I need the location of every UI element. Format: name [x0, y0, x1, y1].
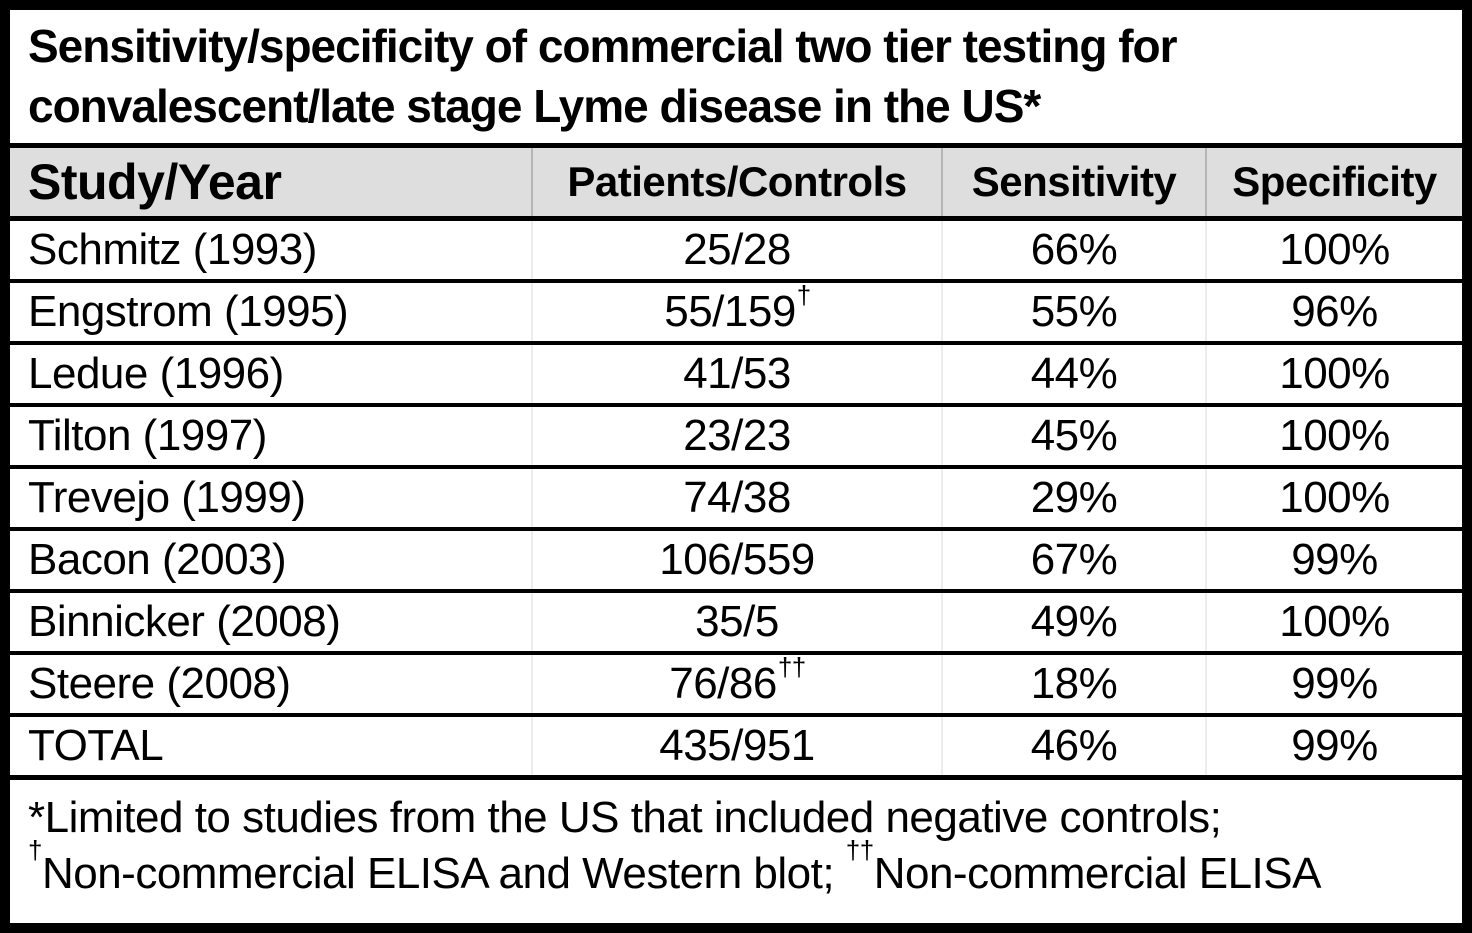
sensitivity-cell: 18%: [941, 655, 1205, 713]
specificity-cell: 100%: [1205, 345, 1462, 403]
specificity-cell: 99%: [1205, 531, 1462, 589]
specificity-cell: 96%: [1205, 283, 1462, 341]
study-cell: Binnicker (2008): [28, 597, 341, 646]
patients-controls-value: 25/28: [683, 225, 791, 274]
study-cell: Engstrom (1995): [28, 287, 349, 336]
table-header-row: Study/Year Patients/Controls Sensitivity…: [10, 148, 1462, 221]
dagger-symbol: †: [28, 834, 42, 865]
study-cell: Tilton (1997): [28, 411, 267, 460]
study-cell: TOTAL: [28, 721, 164, 770]
footnotes: *Limited to studies from the US that inc…: [10, 780, 1462, 923]
table-row-engstrom: Engstrom (1995) 55/159 † 55% 96%: [10, 282, 1462, 345]
patients-controls-value: 106/559: [659, 535, 815, 584]
study-cell: Steere (2008): [28, 659, 291, 708]
patients-controls-cell: 76/86 ††: [531, 654, 941, 713]
column-header-study-year: Study/Year: [28, 154, 282, 210]
study-cell: Trevejo (1999): [28, 473, 306, 522]
table-row-bacon: Bacon (2003) 106/559 67% 99%: [10, 531, 1462, 593]
specificity-cell: 100%: [1205, 593, 1462, 651]
patients-controls-value: 74/38: [683, 473, 791, 522]
footnote-line-2: †Non-commercial ELISA and Western blot; …: [28, 837, 1450, 902]
specificity-cell: 100%: [1205, 221, 1462, 279]
title-line-2: convalescent/late stage Lyme disease in …: [28, 79, 1041, 132]
footnote-line-2-text-2: Non-commercial ELISA: [873, 849, 1322, 899]
footnote-line-2-text-1: Non-commercial ELISA and Western blot;: [41, 849, 846, 899]
patients-controls-cell: 25/28: [531, 221, 941, 279]
table-row-schmitz: Schmitz (1993) 25/28 66% 100%: [10, 221, 1462, 283]
patients-controls-cell: 41/53: [531, 345, 941, 403]
specificity-cell: 99%: [1205, 717, 1462, 775]
column-header-specificity: Specificity: [1205, 148, 1462, 216]
sensitivity-cell: 67%: [941, 531, 1205, 589]
patients-controls-value: 35/5: [695, 597, 779, 646]
study-cell: Ledue (1996): [28, 349, 284, 398]
column-header-patients-controls: Patients/Controls: [531, 148, 941, 216]
sensitivity-cell: 45%: [941, 407, 1205, 465]
patients-controls-cell: 23/23: [531, 407, 941, 465]
sensitivity-cell: 66%: [941, 221, 1205, 279]
table-row-tilton: Tilton (1997) 23/23 45% 100%: [10, 407, 1462, 469]
study-cell: Bacon (2003): [28, 535, 287, 584]
table-row-ledue: Ledue (1996) 41/53 44% 100%: [10, 345, 1462, 407]
specificity-cell: 99%: [1205, 655, 1462, 713]
patients-controls-cell: 106/559: [531, 531, 941, 589]
patients-controls-cell: 435/951: [531, 717, 941, 775]
footnote-line-1: *Limited to studies from the US that inc…: [28, 793, 1222, 842]
sensitivity-cell: 55%: [941, 283, 1205, 341]
sensitivity-cell: 46%: [941, 717, 1205, 775]
specificity-cell: 100%: [1205, 407, 1462, 465]
table-body: Schmitz (1993) 25/28 66% 100% Engstrom (…: [10, 221, 1462, 780]
table-row-steere: Steere (2008) 76/86 †† 18% 99%: [10, 654, 1462, 717]
study-cell: Schmitz (1993): [28, 225, 317, 274]
patients-controls-cell: 35/5: [531, 593, 941, 651]
table-row-binnicker: Binnicker (2008) 35/5 49% 100%: [10, 593, 1462, 655]
sensitivity-cell: 29%: [941, 469, 1205, 527]
column-header-sensitivity: Sensitivity: [941, 148, 1205, 216]
sensitivity-cell: 49%: [941, 593, 1205, 651]
double-dagger-symbol: ††: [845, 834, 874, 865]
table-row-trevejo: Trevejo (1999) 74/38 29% 100%: [10, 469, 1462, 531]
patients-controls-cell: 74/38: [531, 469, 941, 527]
patients-controls-value: 76/86: [669, 659, 777, 708]
patients-controls-value: 55/159: [664, 287, 796, 336]
table-row-total: TOTAL 435/951 46% 99%: [10, 717, 1462, 780]
patients-controls-value: 23/23: [683, 411, 791, 460]
specificity-cell: 100%: [1205, 469, 1462, 527]
patients-controls-cell: 55/159 †: [531, 282, 941, 341]
patients-controls-value: 435/951: [659, 721, 815, 770]
title-line-1: Sensitivity/specificity of commercial tw…: [28, 19, 1178, 72]
table-title: Sensitivity/specificity of commercial tw…: [10, 10, 1462, 148]
patients-controls-value: 41/53: [683, 349, 791, 398]
sensitivity-cell: 44%: [941, 345, 1205, 403]
